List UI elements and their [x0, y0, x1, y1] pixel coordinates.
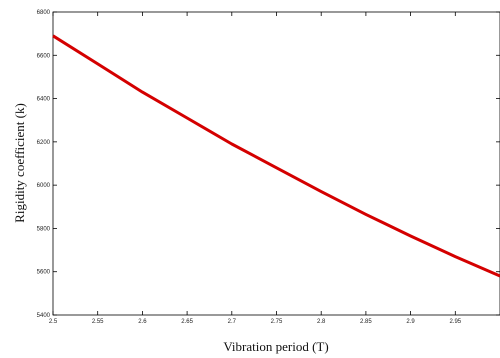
plot-area: [52, 11, 500, 316]
x-tick-label: 2.75: [271, 319, 283, 325]
y-tick-label: 6600: [37, 53, 51, 59]
x-tick-label: 2.85: [360, 319, 372, 325]
y-tick-label: 5400: [37, 313, 51, 319]
y-tick-label: 6800: [37, 10, 51, 16]
y-tick-label: 5800: [37, 226, 51, 232]
x-tick-label: 2.9: [406, 319, 415, 325]
y-axis: 5400 5600 5800 6000 6200 6400 6600 6800: [37, 10, 500, 319]
x-axis: 2.5 2.55 2.6 2.65 2.7 2.75 2.8 2.85 2.9 2.95: [49, 12, 462, 325]
x-axis-title: Vibration period (T): [223, 339, 328, 354]
x-tick-label: 2.65: [181, 319, 193, 325]
series-layer: [52, 34, 500, 278]
x-tick-label: 2.6: [138, 319, 147, 325]
x-tick-label: 2.5: [49, 319, 58, 325]
x-tick-label: 2.95: [449, 319, 461, 325]
x-tick-label: 2.8: [317, 319, 326, 325]
y-axis-title: Rigidity coefficient (k): [12, 103, 27, 223]
y-tick-label: 5600: [37, 270, 51, 276]
x-tick-label: 2.7: [228, 319, 237, 325]
series-line: [52, 34, 500, 278]
x-tick-label: 2.55: [92, 319, 104, 325]
y-tick-label: 6000: [37, 183, 51, 189]
y-tick-label: 6400: [37, 97, 51, 103]
y-tick-label: 6200: [37, 140, 51, 146]
